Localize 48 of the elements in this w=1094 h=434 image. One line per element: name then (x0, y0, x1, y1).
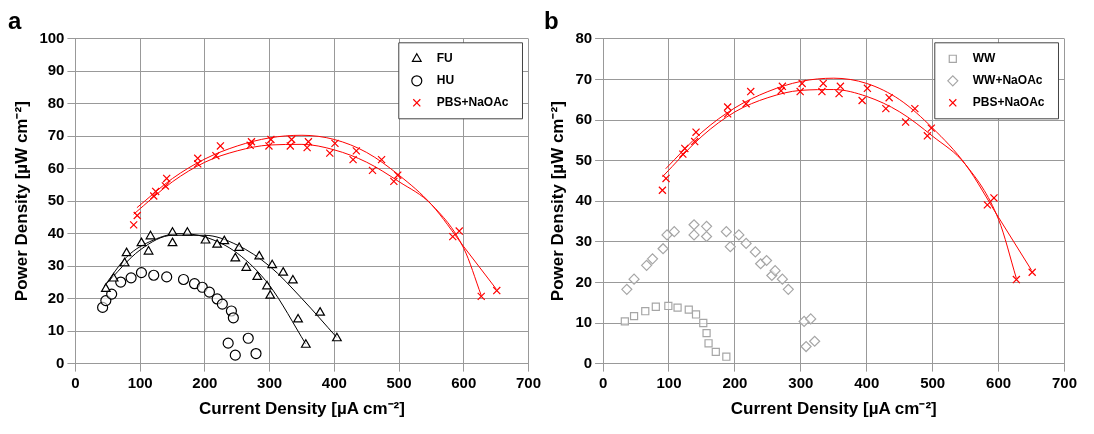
legend-label: WW+NaOAc (972, 73, 1043, 88)
y-tick-label: 10 (575, 313, 593, 331)
y-tick-label: 80 (47, 93, 65, 111)
legend-label: PBS+NaOAc (436, 95, 509, 110)
y-tick-label: 30 (47, 256, 65, 274)
y-tick-label: 80 (575, 28, 593, 46)
x-tick-label: 100 (127, 373, 153, 391)
y-tick-label: 30 (575, 231, 593, 249)
x-tick-label: 500 (386, 373, 412, 391)
x-tick-label: 300 (788, 373, 814, 391)
y-tick-label: 50 (575, 150, 593, 168)
y-tick-label: 20 (47, 288, 65, 306)
x-tick-label: 0 (598, 373, 608, 391)
x-tick-label: 200 (192, 373, 218, 391)
y-tick-label: 60 (575, 110, 593, 128)
x-tick-label: 0 (71, 373, 80, 391)
y-axis-title: Power Density [µW cm⁻²] (11, 101, 31, 302)
x-tick-label: 300 (257, 373, 283, 391)
y-tick-label: 20 (575, 272, 593, 290)
y-tick-label: 70 (575, 69, 593, 87)
legend-label: FU (436, 51, 453, 66)
legend-label: HU (436, 73, 455, 88)
x-tick-label: 700 (515, 373, 541, 391)
y-tick-label: 70 (47, 126, 65, 144)
x-tick-label: 700 (1051, 373, 1077, 391)
y-tick-label: 0 (583, 353, 593, 371)
legend-label: PBS+NaOAc (972, 95, 1045, 110)
y-axis-title: Power Density [µW cm⁻²] (547, 101, 567, 302)
x-tick-label: 100 (656, 373, 682, 391)
y-tick-label: 0 (56, 353, 65, 371)
x-axis-title: Current Density [µA cm⁻²] (198, 399, 405, 419)
legend-label: WW (972, 51, 997, 66)
x-tick-label: 400 (321, 373, 347, 391)
chart-title: a (8, 7, 22, 35)
y-tick-label: 50 (47, 191, 65, 209)
x-tick-label: 600 (451, 373, 477, 391)
chart-title: b (544, 7, 559, 35)
y-tick-label: 60 (47, 158, 65, 176)
x-tick-label: 500 (920, 373, 946, 391)
y-tick-label: 100 (39, 28, 65, 46)
y-tick-label: 90 (47, 61, 65, 79)
x-tick-label: 200 (722, 373, 748, 391)
x-tick-label: 600 (986, 373, 1012, 391)
x-axis-title: Current Density [µA cm⁻²] (730, 399, 937, 419)
x-tick-label: 400 (854, 373, 880, 391)
y-tick-label: 40 (575, 191, 593, 209)
y-tick-label: 40 (47, 223, 65, 241)
y-tick-label: 10 (47, 321, 65, 339)
